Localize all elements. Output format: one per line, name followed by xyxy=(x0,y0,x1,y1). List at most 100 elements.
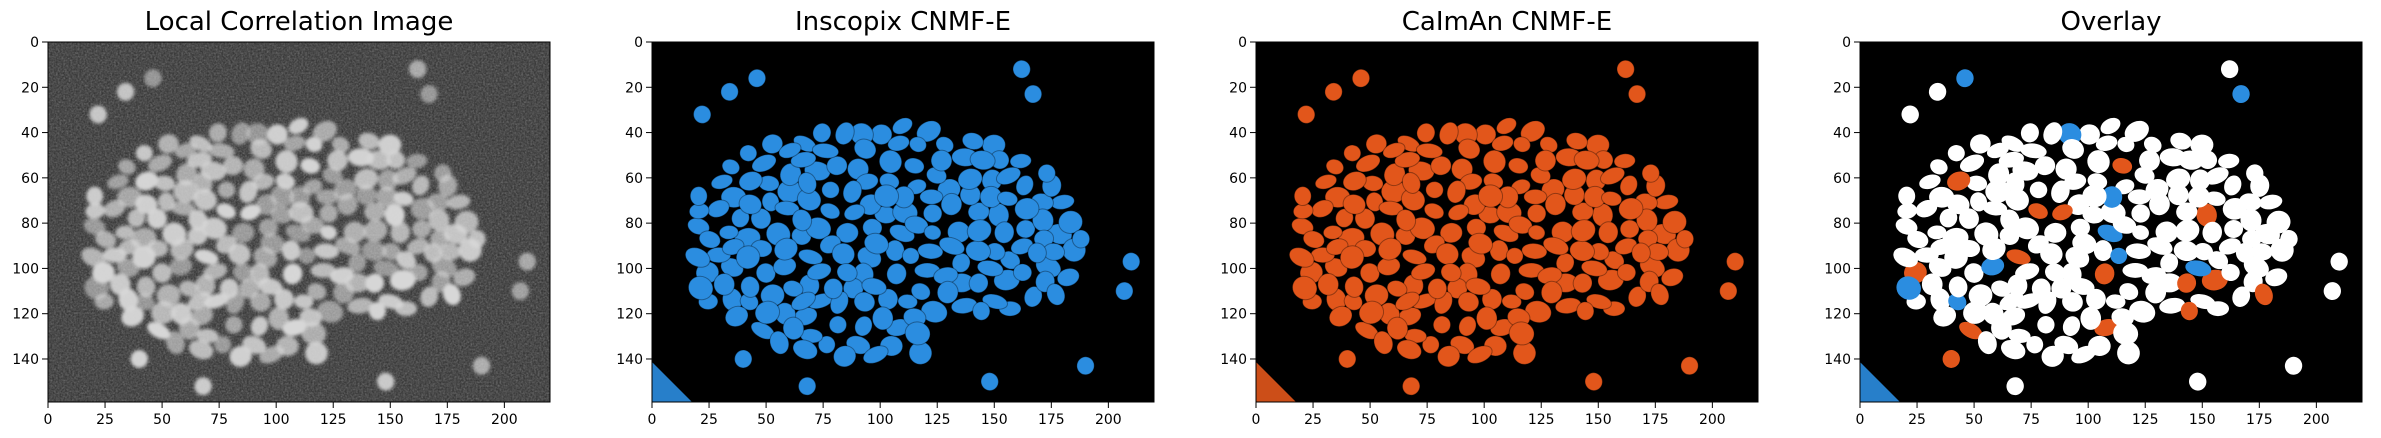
cell-blob xyxy=(833,345,857,368)
cell-blob xyxy=(1477,184,1504,208)
cell-blob xyxy=(447,194,471,210)
cell-blob xyxy=(2117,136,2135,153)
cell-blob xyxy=(981,293,1008,310)
cell-blob xyxy=(1576,301,1595,321)
cell-blob xyxy=(193,188,217,211)
cell-blob xyxy=(1317,273,1340,296)
x-tick-label: 75 xyxy=(1418,412,1436,428)
cell-blob xyxy=(1675,229,1695,249)
cell-blob xyxy=(136,276,156,298)
cell-blob xyxy=(293,294,314,309)
cell-blob xyxy=(1893,247,1918,268)
cell-blob xyxy=(2168,184,2189,206)
cell-blob xyxy=(233,263,254,282)
cell-blob xyxy=(1489,239,1509,262)
cell-blob xyxy=(847,158,870,181)
cell-blob xyxy=(107,174,129,190)
panel-title: CaImAn CNMF-E xyxy=(1402,7,1612,37)
cell-blob xyxy=(260,233,285,254)
cell-blob xyxy=(282,318,307,337)
x-tick-label: 25 xyxy=(96,412,114,428)
cell-blob xyxy=(298,247,316,265)
cell-blob xyxy=(2111,308,2134,327)
cell-blob xyxy=(1988,163,2010,186)
x-tick-label: 25 xyxy=(700,412,718,428)
cell-blob xyxy=(2265,268,2288,287)
cell-blob xyxy=(940,192,963,216)
cell-blob xyxy=(968,272,989,294)
cell-blob xyxy=(910,282,931,301)
panel-caiman: CaImAn CNMF-E 0 25 50 75 100 125 150 175 200 0 20… xyxy=(1220,7,1759,428)
cell-blob xyxy=(1944,245,1968,269)
cell-blob xyxy=(826,155,848,176)
cell-blob xyxy=(1600,190,1623,207)
panel-title: Local Correlation Image xyxy=(145,7,454,37)
cell-blob xyxy=(1999,227,2020,245)
cell-blob xyxy=(1410,262,1436,281)
cell-blob xyxy=(710,173,734,190)
cell-blob xyxy=(903,157,925,175)
cell-blob xyxy=(2062,316,2081,336)
cell-blob xyxy=(363,219,388,242)
cell-blob xyxy=(89,105,107,124)
x-tick-label: 25 xyxy=(1908,412,1926,428)
cell-blob xyxy=(1037,163,1056,183)
cell-blob xyxy=(1458,315,1477,337)
cell-blob xyxy=(853,138,877,160)
cell-blob xyxy=(203,263,228,280)
cell-blob xyxy=(1023,84,1043,104)
y-tick-label: 100 xyxy=(12,261,39,277)
cell-blob xyxy=(2072,233,2097,254)
cell-blob xyxy=(1555,252,1575,273)
cell-blob xyxy=(1947,171,1971,191)
cell-blob xyxy=(920,300,948,324)
cell-blob xyxy=(151,301,176,324)
cell-blob xyxy=(1490,262,1511,285)
cell-blob xyxy=(315,189,339,205)
cell-blob xyxy=(1446,180,1467,204)
cell-blob xyxy=(1613,153,1636,169)
x-axis: 0 25 50 75 100 125 150 175 200 xyxy=(648,402,1122,428)
cell-blob xyxy=(377,372,395,391)
cell-blob xyxy=(174,142,197,159)
cell-blob xyxy=(2198,150,2218,169)
cell-blob xyxy=(85,203,106,219)
y-axis: 0 20 40 60 80 100 120 140 xyxy=(1220,35,1256,368)
y-tick-label: 120 xyxy=(12,307,39,323)
cell-blob xyxy=(1919,174,1941,190)
cell-blob xyxy=(797,376,817,396)
y-tick-label: 40 xyxy=(625,126,643,142)
x-tick-label: 0 xyxy=(1856,412,1865,428)
cell-blob xyxy=(257,278,283,295)
cell-blob xyxy=(887,135,910,152)
cell-blob xyxy=(288,117,309,135)
x-tick-label: 200 xyxy=(1095,412,1122,428)
cell-blob xyxy=(348,253,367,273)
x-tick-label: 50 xyxy=(1965,412,1983,428)
cell-blob xyxy=(791,209,813,232)
cell-blob xyxy=(1947,145,1965,162)
cell-blob xyxy=(376,186,398,208)
cell-blob xyxy=(333,281,355,304)
cell-blob xyxy=(1963,301,1988,324)
cell-blob xyxy=(366,150,392,170)
cell-blob xyxy=(147,154,173,172)
cell-blob xyxy=(2051,278,2072,299)
cell-blob xyxy=(2280,230,2298,248)
cell-blob xyxy=(409,263,428,282)
cell-blob xyxy=(109,273,131,296)
cell-blob xyxy=(747,68,767,88)
cell-blob xyxy=(2000,339,2026,360)
cell-blob xyxy=(1377,237,1403,261)
cell-blob xyxy=(1322,224,1343,240)
cell-blob xyxy=(1058,210,1083,234)
cell-blob xyxy=(1046,283,1066,306)
cell-blob xyxy=(1394,291,1420,311)
cell-blob xyxy=(1328,305,1353,328)
cell-blob xyxy=(1662,210,1687,234)
cell-blob xyxy=(275,150,298,174)
cell-blob xyxy=(2051,180,2070,203)
cell-blob xyxy=(2232,286,2251,307)
cell-blob xyxy=(1599,166,1626,186)
cell-blob xyxy=(1467,232,1493,255)
